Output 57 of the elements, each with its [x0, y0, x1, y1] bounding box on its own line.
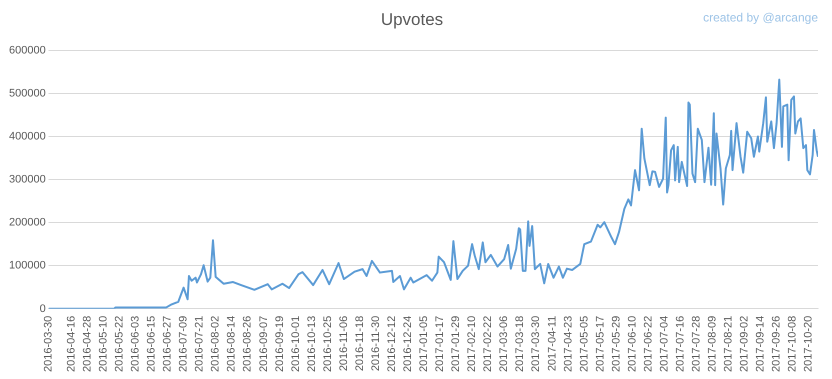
x-tick-label: 2016-10-01 [290, 316, 302, 372]
x-tick-label: 2016-08-14 [226, 316, 238, 372]
x-tick-label: 2016-11-18 [354, 316, 366, 372]
chart-title: Upvotes [380, 10, 444, 29]
x-tick-label: 2016-05-10 [97, 316, 110, 372]
text: created by @arcange [703, 10, 818, 24]
x-tick-label: 2017-08-21 [722, 316, 735, 372]
y-tick-label: 400000 [8, 130, 46, 143]
y-tick-label: 600000 [8, 44, 46, 56]
x-tick-label: 2017-07-04 [658, 316, 670, 372]
x-tick-label: 2016-07-09 [178, 316, 190, 372]
x-tick-label: 2017-07-16 [674, 316, 686, 372]
x-tick-label: 2017-03-30 [530, 316, 542, 372]
x-tick-label: 2016-10-13 [306, 316, 318, 372]
x-tick-label: 2017-01-05 [418, 316, 430, 372]
y-tick-label: 200000 [8, 216, 46, 229]
y-tick-label: 500000 [8, 87, 46, 100]
x-tick-label: 2016-12-24 [402, 316, 414, 372]
x-tick-label: 2016-12-12 [386, 316, 398, 372]
x-tick-label: 2017-07-28 [690, 316, 702, 372]
x-tick-label: 2017-01-17 [434, 316, 446, 372]
x-tick-label: 2016-08-02 [210, 316, 222, 372]
x-tick-label: 2016-05-22 [114, 316, 126, 372]
x-tick-label: 2016-10-25 [322, 316, 334, 372]
x-tick-label: 2017-09-26 [770, 316, 783, 372]
x-tick-label: 2016-03-30 [42, 316, 55, 372]
y-tick-label: 300000 [8, 174, 46, 186]
x-tick-label: 2016-06-27 [162, 316, 174, 372]
x-tick-label: 2017-06-22 [642, 316, 654, 372]
x-tick-label: 2016-09-07 [258, 316, 270, 372]
x-tick-label: 2017-02-22 [482, 316, 494, 372]
x-tick-label: 2017-03-06 [498, 316, 510, 372]
x-tick-label: 2017-10-08 [786, 316, 799, 372]
x-tick-label: 2017-02-10 [466, 316, 478, 372]
x-tick-label: 2017-08-09 [706, 316, 719, 372]
y-tick-label: 0 [40, 302, 46, 315]
x-tick-label: 2016-06-03 [130, 316, 142, 372]
x-tick-label: 2016-08-26 [242, 316, 254, 372]
x-tick-label: 2017-04-11 [546, 316, 558, 372]
x-tick-label: 2017-09-14 [754, 316, 767, 372]
x-tick-label: 2017-10-20 [802, 316, 815, 372]
x-tick-label: 2017-03-18 [514, 316, 526, 372]
x-tick-label: 2017-05-05 [578, 316, 590, 372]
x-tick-label: 2016-06-15 [146, 316, 158, 372]
x-tick-label: 2016-04-28 [81, 316, 94, 372]
x-tick-label: 2016-09-19 [274, 316, 286, 372]
x-tick-label: 2017-04-23 [562, 316, 574, 372]
x-tick-label: 2016-07-21 [194, 316, 206, 372]
x-tick-label: 2016-11-30 [370, 316, 382, 372]
x-tick-label: 2017-05-17 [594, 316, 606, 372]
x-tick-label: 2016-11-06 [338, 316, 350, 372]
x-tick-label: 2017-06-10 [626, 316, 638, 372]
y-tick-label: 100000 [8, 260, 46, 272]
x-tick-label: 2016-04-16 [65, 316, 78, 372]
x-tick-label: 2017-01-29 [450, 316, 462, 372]
x-tick-label: 2017-05-29 [610, 316, 622, 372]
x-tick-label: 2017-09-02 [738, 316, 751, 372]
